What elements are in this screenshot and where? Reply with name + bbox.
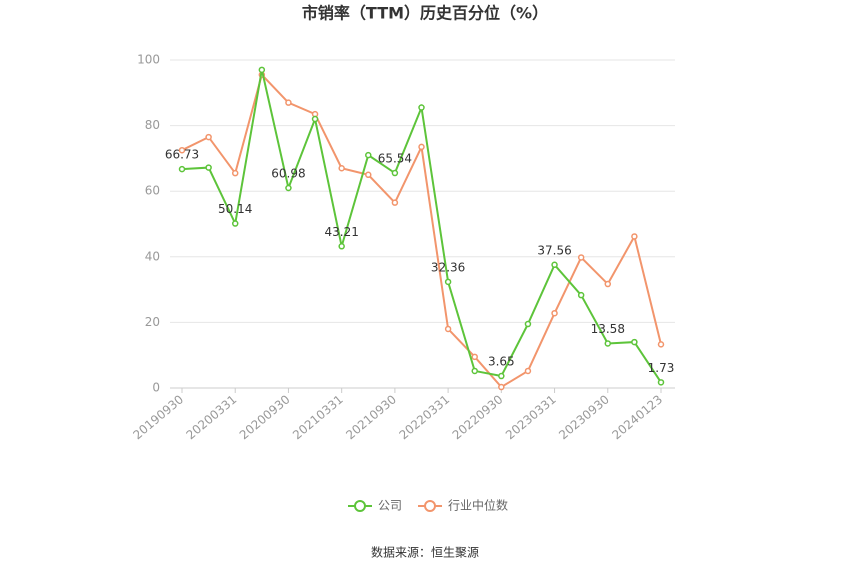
data-point <box>444 278 452 286</box>
legend-item[interactable]: 行业中位数 <box>418 498 508 513</box>
data-point <box>205 164 212 171</box>
x-tick-label: 20220930 <box>450 392 506 442</box>
data-point <box>471 367 478 375</box>
data-label: 65.54 <box>378 152 412 166</box>
data-point <box>631 233 638 240</box>
data-point <box>577 291 585 299</box>
data-label: 13.58 <box>591 322 625 336</box>
data-label: 43.21 <box>324 225 358 239</box>
y-tick-label: 60 <box>145 184 160 198</box>
source-note: 数据来源：恒生聚源 <box>371 545 479 560</box>
data-point <box>311 115 319 123</box>
data-point <box>444 325 452 333</box>
x-tick-label: 20200930 <box>237 392 293 442</box>
data-point <box>418 143 425 151</box>
data-point <box>471 353 478 361</box>
legend-item[interactable]: 公司 <box>348 499 402 513</box>
data-point <box>604 280 612 288</box>
x-tick-label: 20230331 <box>503 392 559 442</box>
legend-marker <box>424 500 437 512</box>
data-point <box>577 254 585 261</box>
y-tick-label: 80 <box>145 118 160 132</box>
data-point <box>365 151 372 159</box>
data-point <box>524 367 532 375</box>
data-point <box>391 169 399 177</box>
data-label: 3.65 <box>488 355 515 369</box>
legend-label: 公司 <box>378 499 402 513</box>
data-point <box>604 340 612 347</box>
data-point <box>657 379 665 386</box>
data-label: 37.56 <box>537 243 571 257</box>
data-point <box>551 309 558 317</box>
data-point <box>551 261 558 269</box>
data-point <box>391 199 399 206</box>
data-point <box>418 104 425 111</box>
data-point <box>178 165 186 173</box>
x-tick-label: 20210930 <box>343 392 399 442</box>
x-tick-label: 20230930 <box>556 392 612 442</box>
data-point <box>498 383 505 391</box>
data-point <box>285 184 292 192</box>
legend-label: 行业中位数 <box>448 498 508 513</box>
data-point <box>285 99 292 106</box>
data-point <box>338 164 345 172</box>
y-tick-label: 0 <box>152 381 160 395</box>
data-label: 32.36 <box>431 260 465 274</box>
legend-marker <box>354 500 366 512</box>
x-tick-label: 20210331 <box>290 392 346 442</box>
data-point <box>498 372 505 380</box>
x-tick-label: 20190930 <box>130 392 186 442</box>
data-point <box>231 169 239 177</box>
data-label: 66.73 <box>165 148 199 162</box>
series-line <box>181 69 662 383</box>
data-point <box>524 320 532 328</box>
y-tick-label: 40 <box>145 249 160 263</box>
y-tick-label: 100 <box>137 53 160 67</box>
data-point <box>338 243 345 250</box>
chart-title: 市销率（TTM）历史百分位（%） <box>302 4 548 23</box>
y-tick-label: 20 <box>145 315 160 329</box>
data-point <box>178 146 186 154</box>
data-point <box>205 133 212 141</box>
data-point <box>231 220 239 227</box>
data-label: 50.14 <box>218 202 252 216</box>
data-label: 1.73 <box>648 361 675 375</box>
data-label: 60.98 <box>271 166 305 180</box>
data-point <box>631 338 638 346</box>
data-point <box>657 341 665 348</box>
x-tick-label: 20220331 <box>397 392 453 442</box>
x-tick-label: 20240123 <box>609 392 665 442</box>
data-point <box>365 171 372 179</box>
x-tick-label: 20200331 <box>184 392 240 442</box>
data-point <box>258 66 266 74</box>
